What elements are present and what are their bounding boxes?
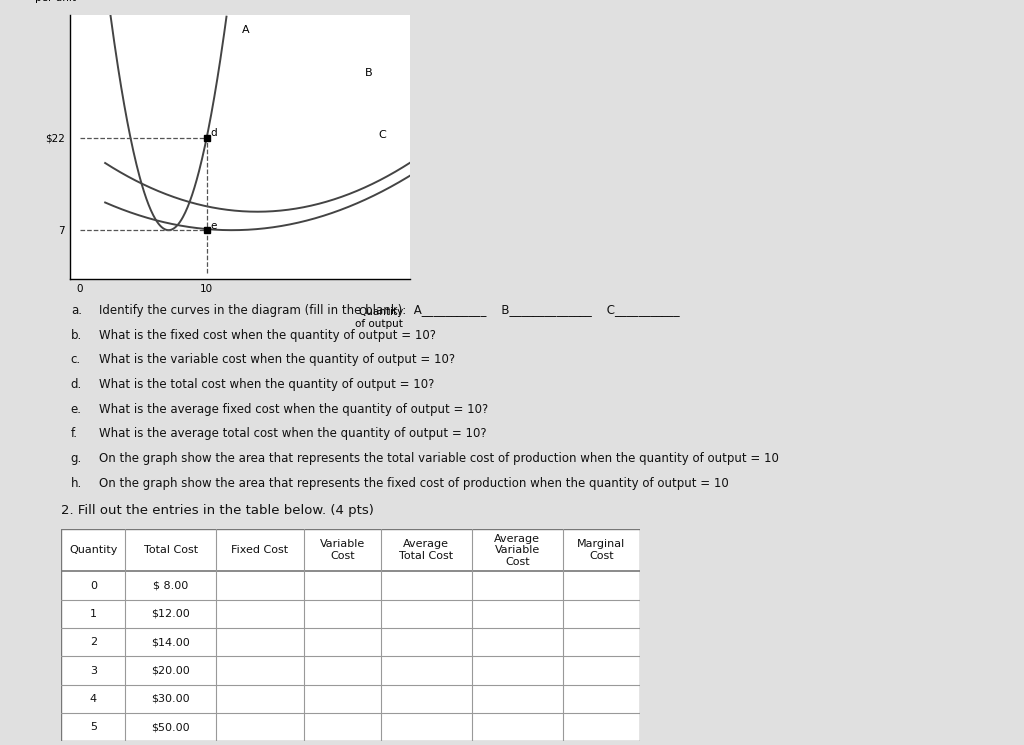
Text: 1: 1	[90, 609, 97, 619]
Text: $12.00: $12.00	[152, 609, 190, 619]
Text: Average
Variable
Cost: Average Variable Cost	[495, 533, 541, 567]
Text: Costs
per unit: Costs per unit	[36, 0, 77, 2]
Text: What is the fixed cost when the quantity of output = 10?: What is the fixed cost when the quantity…	[98, 329, 436, 341]
Text: What is the variable cost when the quantity of output = 10?: What is the variable cost when the quant…	[98, 353, 455, 367]
Text: 2: 2	[90, 637, 97, 647]
Text: e: e	[211, 221, 217, 231]
Text: c.: c.	[71, 353, 81, 367]
Text: What is the average total cost when the quantity of output = 10?: What is the average total cost when the …	[98, 427, 486, 440]
Text: d.: d.	[71, 378, 82, 391]
Text: C: C	[378, 130, 386, 140]
Text: $50.00: $50.00	[152, 722, 190, 732]
Text: Marginal
Cost: Marginal Cost	[578, 539, 626, 561]
Text: On the graph show the area that represents the total variable cost of production: On the graph show the area that represen…	[98, 452, 778, 465]
Text: h.: h.	[71, 477, 82, 489]
Text: a.: a.	[71, 304, 82, 317]
Text: 3: 3	[90, 665, 97, 676]
Text: $30.00: $30.00	[152, 694, 190, 704]
Text: Identify the curves in the diagram (fill in the blank):  A___________    B______: Identify the curves in the diagram (fill…	[98, 304, 679, 317]
Text: On the graph show the area that represents the fixed cost of production when the: On the graph show the area that represen…	[98, 477, 728, 489]
Text: $14.00: $14.00	[152, 637, 190, 647]
Text: $20.00: $20.00	[152, 665, 190, 676]
Text: Fixed Cost: Fixed Cost	[231, 545, 289, 555]
Text: B: B	[366, 69, 373, 78]
Text: What is the total cost when the quantity of output = 10?: What is the total cost when the quantity…	[98, 378, 434, 391]
Text: b.: b.	[71, 329, 82, 341]
Text: What is the average fixed cost when the quantity of output = 10?: What is the average fixed cost when the …	[98, 402, 488, 416]
Text: d: d	[211, 128, 217, 138]
Text: Total Cost: Total Cost	[143, 545, 198, 555]
Text: Variable
Cost: Variable Cost	[319, 539, 365, 561]
Text: f.: f.	[71, 427, 78, 440]
Text: e.: e.	[71, 402, 82, 416]
Text: g.: g.	[71, 452, 82, 465]
Text: Average
Total Cost: Average Total Cost	[399, 539, 454, 561]
Text: A: A	[242, 25, 250, 35]
Text: Quantity: Quantity	[70, 545, 118, 555]
Text: 2. Fill out the entries in the table below. (4 pts): 2. Fill out the entries in the table bel…	[61, 504, 375, 517]
Text: Quantity
of output: Quantity of output	[355, 307, 403, 329]
Text: $ 8.00: $ 8.00	[154, 580, 188, 591]
Text: 0: 0	[90, 580, 97, 591]
Text: 5: 5	[90, 722, 97, 732]
Text: 4: 4	[90, 694, 97, 704]
